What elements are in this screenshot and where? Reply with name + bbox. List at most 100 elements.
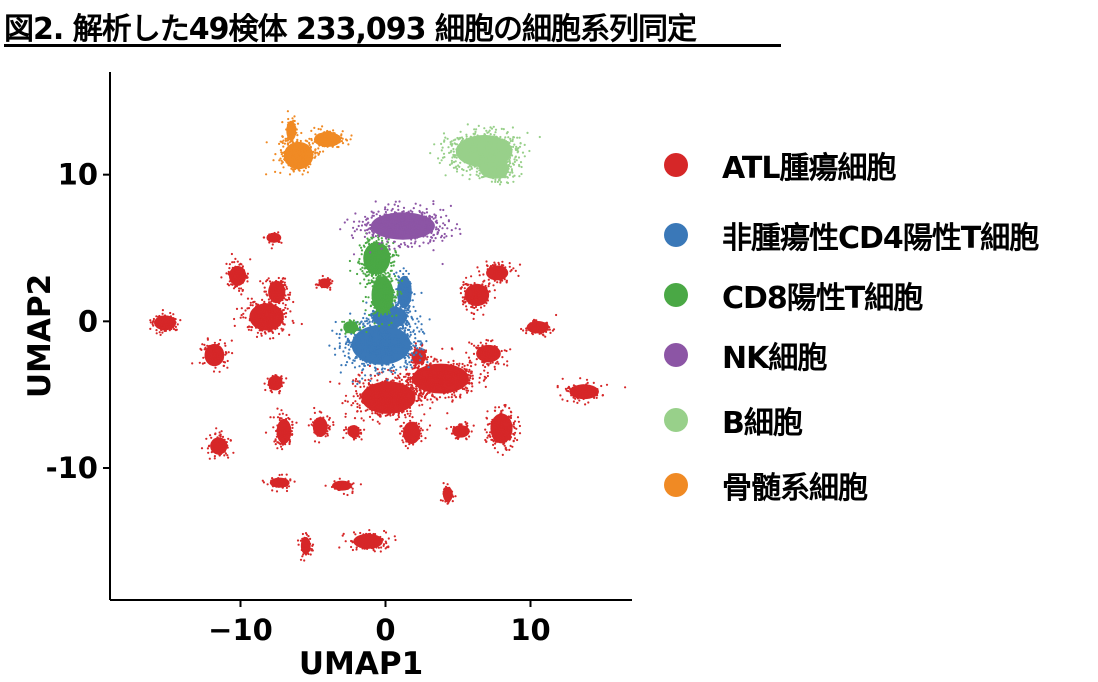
scatter-point [410,431,413,434]
scatter-point [409,400,412,403]
scatter-point [449,367,452,370]
scatter-point [218,370,221,373]
scatter-point [370,544,373,547]
scatter-point [419,432,422,435]
scatter-point [348,428,351,431]
scatter-point [382,361,385,364]
scatter-point [485,260,488,263]
scatter-point [356,431,359,434]
scatter-point [342,436,345,439]
scatter-point [461,386,464,389]
scatter-point [252,301,255,304]
scatter-point [276,478,279,481]
scatter-point [409,310,412,313]
scatter-point [242,280,245,283]
scatter-point [405,383,408,386]
scatter-point [369,374,372,377]
scatter-point [396,332,399,335]
scatter-point [377,332,380,335]
scatter-point [402,421,405,424]
scatter-point [271,294,274,298]
scatter-point [301,537,304,540]
scatter-point [462,378,465,381]
scatter-point [584,390,587,393]
scatter-point [379,320,382,323]
scatter-point [470,370,473,373]
scatter-point [233,281,236,284]
scatter-point [305,549,308,553]
scatter-point [344,412,347,415]
scatter-point [268,308,271,311]
scatter-point [349,312,352,315]
scatter-point [390,394,393,397]
scatter-point [318,410,321,413]
scatter-point [274,374,277,377]
scatter-point [309,547,312,550]
scatter-point [321,274,324,278]
scatter-point [552,328,556,331]
scatter-point [516,438,519,442]
scatter-point [268,290,271,294]
scatter-point [151,321,154,324]
scatter-point [352,402,355,405]
scatter-point [305,547,308,550]
scatter-point [213,457,216,460]
scatter-point [487,273,490,276]
scatter-point [342,532,345,536]
scatter-point [397,374,400,377]
scatter-point [372,404,376,407]
scatter-point [278,324,281,327]
scatter-point [399,382,402,385]
scatter-point [360,338,363,341]
scatter-point [385,325,388,328]
scatter-point [359,538,362,541]
scatter-point [372,384,375,387]
scatter-point [356,382,359,386]
scatter-point [222,443,225,446]
scatter-point [586,381,589,384]
scatter-point [392,402,395,405]
scatter-point [468,302,471,305]
scatter-point [213,455,216,458]
scatter-point [540,330,544,333]
scatter-point [365,532,368,536]
scatter-point [366,237,369,240]
scatter-point [473,282,476,285]
scatter-point [285,431,288,434]
scatter-point [493,289,496,292]
scatter-point [500,412,503,415]
scatter-point [374,355,377,358]
scatter-point [425,376,428,379]
scatter-point [480,350,483,354]
scatter-point [366,536,370,539]
scatter-point [281,442,284,445]
scatter-point [376,340,379,343]
scatter-point [439,369,442,372]
scatter-point [508,262,511,265]
scatter-point [470,390,473,393]
scatter-point [404,356,407,359]
scatter-point [479,306,483,309]
scatter-point [393,384,396,388]
scatter-point [381,353,384,356]
scatter-point [379,535,382,539]
scatter-point [351,487,354,490]
scatter-point [227,270,230,273]
scatter-point [230,339,233,342]
scatter-point [268,301,271,305]
scatter-point [412,421,415,425]
scatter-point [341,483,344,486]
scatter-point [215,448,218,451]
scatter-point [368,415,372,418]
scatter-point [395,394,398,397]
scatter-point [394,309,397,312]
scatter-point [504,428,507,431]
scatter-point [198,361,201,364]
scatter-point [339,488,342,491]
scatter-point [456,369,459,373]
scatter-point [387,351,390,355]
scatter-point [279,307,282,311]
scatter-point [383,339,386,342]
scatter-point [235,272,238,275]
